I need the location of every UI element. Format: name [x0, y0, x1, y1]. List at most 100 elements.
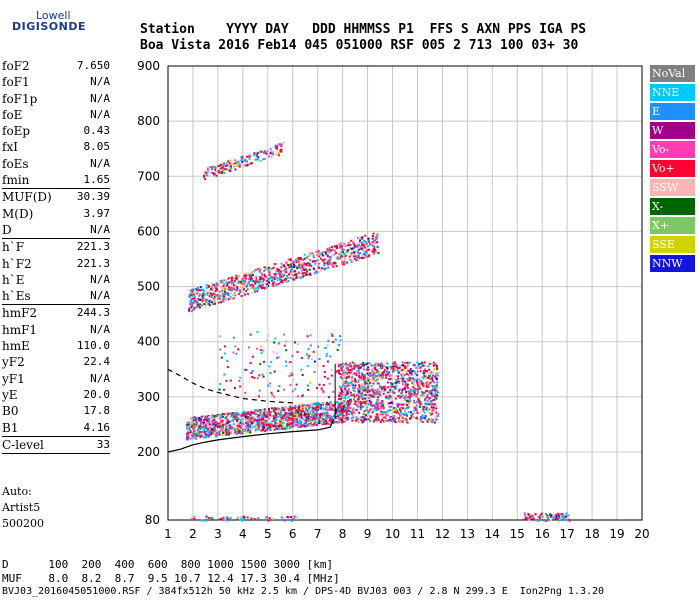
echo-point [293, 421, 296, 424]
param-row: foF1 N/A [2, 74, 110, 90]
echo-point [209, 426, 211, 429]
echo-point [435, 389, 438, 392]
echo-point [384, 420, 387, 422]
echo-point [242, 288, 245, 291]
echo-point [384, 368, 386, 371]
echo-point [409, 400, 412, 403]
echo-point [194, 433, 197, 436]
echo-point [287, 421, 290, 424]
echo-point [292, 278, 295, 281]
echo-point [365, 418, 368, 421]
echo-point [344, 371, 347, 374]
echo-point [222, 287, 225, 290]
echo-point [311, 405, 314, 408]
param-row: yE 20.0 [2, 387, 110, 403]
echo-point [344, 385, 347, 388]
echo-point [264, 422, 267, 425]
echo-point [192, 294, 195, 297]
echo-point [341, 251, 344, 254]
echo-point [282, 141, 285, 144]
echo-point [220, 416, 223, 418]
echo-point [300, 269, 303, 272]
echo-point [365, 255, 368, 258]
echo-point [189, 430, 192, 433]
echo-point [348, 371, 351, 374]
echo-point [528, 519, 531, 522]
echo-point [390, 367, 393, 370]
param-value: 1.65 [83, 173, 111, 187]
echo-point [342, 414, 345, 417]
echo-point [429, 403, 432, 406]
echo-point [360, 245, 362, 248]
echo-point [210, 287, 212, 290]
echo-point [346, 364, 349, 367]
echo-point [368, 378, 371, 381]
echo-point [283, 427, 286, 430]
echo-point [312, 350, 315, 353]
echo-point [256, 347, 259, 350]
echo-point [198, 289, 201, 291]
echo-point [420, 383, 423, 386]
echo-point [362, 413, 365, 416]
echo-point [207, 290, 210, 293]
echo-point [417, 378, 420, 381]
param-row: B0 17.8 [2, 403, 110, 419]
x-tick-label: 3 [214, 527, 222, 541]
echo-point [307, 384, 309, 387]
param-label: hmF1 [2, 322, 38, 337]
echo-point [343, 410, 345, 413]
echo-point [250, 275, 253, 278]
echo-point [397, 403, 400, 406]
echo-point [221, 415, 224, 418]
echo-point [361, 415, 364, 418]
echo-point [363, 368, 366, 371]
echo-point [254, 288, 257, 291]
echo-point [308, 424, 311, 427]
echo-point [278, 272, 280, 275]
echo-point [305, 264, 308, 266]
echo-point [419, 370, 422, 373]
echo-point [285, 261, 288, 264]
echo-point [291, 268, 294, 271]
echo-point [312, 407, 315, 410]
echo-point [192, 433, 195, 436]
echo-point [236, 287, 239, 290]
echo-point [309, 381, 312, 384]
x-tick-label: 4 [239, 527, 247, 541]
echo-point [262, 375, 265, 378]
echo-point [327, 403, 330, 405]
echo-point [565, 512, 568, 515]
echo-point [343, 405, 345, 408]
echo-point [201, 300, 204, 303]
echo-point [358, 365, 361, 368]
echo-point [199, 435, 202, 438]
echo-point [250, 426, 253, 429]
echo-point [431, 412, 434, 415]
y-tick-label: 900 [137, 59, 160, 73]
echo-point [419, 418, 422, 421]
echo-point [299, 424, 302, 427]
echo-point [280, 262, 283, 265]
echo-point [404, 388, 407, 391]
echo-point [236, 162, 239, 164]
echo-point [206, 426, 209, 429]
echo-point [287, 264, 290, 266]
echo-point [257, 423, 260, 426]
echo-point [230, 415, 233, 418]
echo-point [227, 168, 230, 171]
echo-point [258, 284, 261, 287]
echo-point [420, 394, 422, 397]
echo-point [422, 408, 425, 411]
param-value: N/A [90, 289, 110, 303]
echo-point [251, 425, 254, 428]
echo-point [215, 295, 218, 298]
echo-point [408, 369, 411, 372]
echo-point [244, 284, 247, 287]
echo-point [312, 412, 314, 414]
echo-point [236, 412, 239, 414]
echo-point [335, 257, 338, 260]
echo-point [326, 262, 329, 265]
echo-point [416, 400, 419, 403]
echo-point [408, 402, 411, 405]
echo-point [202, 421, 205, 424]
